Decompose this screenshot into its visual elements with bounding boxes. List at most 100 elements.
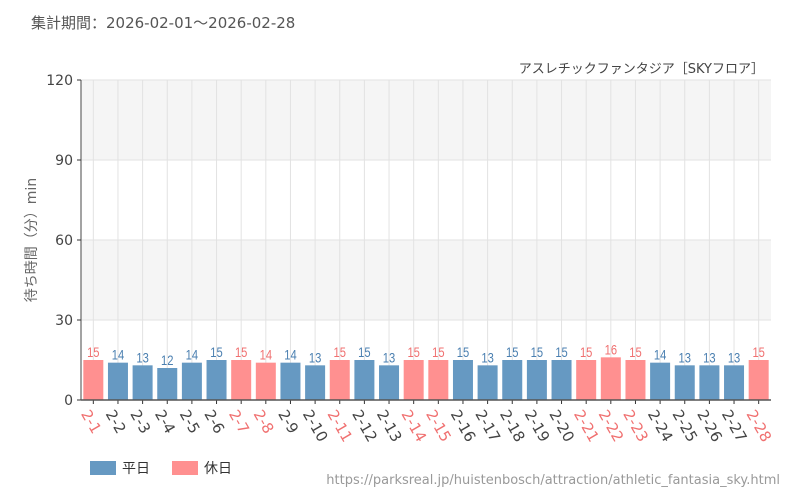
x-tick-label: 2-16 [447, 407, 480, 445]
bar-value-label: 13 [383, 350, 395, 365]
x-tick-label: 2-3 [126, 407, 154, 437]
bar-value-label: 14 [260, 348, 272, 363]
bar-value-label: 13 [728, 350, 740, 365]
bar-value-label: 15 [580, 345, 592, 360]
x-tick-label: 2-6 [200, 407, 228, 437]
bar [107, 362, 128, 400]
period-label: 集計期間：2026-02-01～2026-02-28 [31, 14, 296, 32]
x-tick-label: 2-23 [619, 407, 652, 445]
x-tick-label: 2-25 [669, 407, 702, 445]
bar-value-label: 13 [679, 350, 691, 365]
bar-value-label: 14 [284, 348, 296, 363]
bar [674, 365, 695, 400]
bar [452, 360, 473, 400]
y-tick-label: 0 [64, 393, 73, 409]
x-tick-label: 2-24 [644, 407, 677, 445]
bar [724, 365, 745, 400]
bar [403, 360, 424, 400]
bar [305, 365, 326, 400]
bar-value-label: 15 [334, 345, 346, 360]
x-tick-label: 2-17 [471, 407, 504, 445]
x-tick-label: 2-2 [102, 407, 130, 437]
legend: 平日 休日 [90, 458, 254, 478]
source-url: https://parksreal.jp/huistenbosch/attrac… [326, 473, 780, 488]
bar-value-label: 15 [235, 345, 247, 360]
bar-value-label: 14 [112, 348, 124, 363]
bar-value-label: 15 [752, 345, 764, 360]
x-tick-label: 2-10 [299, 407, 332, 445]
bar-value-label: 13 [136, 350, 148, 365]
y-tick-label: 60 [55, 233, 73, 249]
bar [502, 360, 523, 400]
x-tick-label: 2-8 [250, 407, 278, 437]
bar-value-label: 13 [309, 350, 321, 365]
bar-value-label: 13 [703, 350, 715, 365]
y-axis-title: 待ち時間（分）min [24, 178, 40, 302]
bar-value-label: 15 [629, 345, 641, 360]
bar-value-label: 14 [186, 348, 198, 363]
x-tick-label: 2-7 [225, 407, 253, 437]
grid-band [81, 240, 771, 320]
bar-value-label: 15 [457, 345, 469, 360]
bar-value-label: 15 [531, 345, 543, 360]
x-tick-label: 2-1 [77, 407, 105, 437]
grid-band [81, 160, 771, 240]
legend-item-holiday: 休日 [172, 458, 232, 478]
x-tick-label: 2-9 [274, 407, 302, 437]
bar [526, 360, 547, 400]
bar-value-label: 15 [555, 345, 567, 360]
bar-value-label: 15 [358, 345, 370, 360]
grid-band [81, 80, 771, 160]
bar [600, 357, 621, 400]
bar [280, 362, 301, 400]
y-tick-label: 90 [55, 153, 73, 169]
chart-title: アスレチックファンタジア［SKYフロア］ [518, 62, 764, 77]
bar [428, 360, 449, 400]
bar [551, 360, 572, 400]
bar [625, 360, 646, 400]
bar [329, 360, 350, 400]
bar [231, 360, 252, 400]
x-tick-label: 2-26 [693, 407, 726, 445]
bar [650, 362, 671, 400]
x-tick-label: 2-18 [496, 407, 529, 445]
bar-value-label: 12 [161, 353, 173, 368]
bar-value-label: 14 [654, 348, 666, 363]
legend-weekday-label: 平日 [122, 461, 150, 477]
y-tick-label: 30 [55, 313, 73, 329]
bar-value-label: 15 [506, 345, 518, 360]
x-tick-label: 2-11 [324, 407, 357, 445]
bar-value-label: 15 [407, 345, 419, 360]
x-tick-label: 2-19 [521, 407, 554, 445]
x-tick-label: 2-15 [422, 407, 455, 445]
bar [132, 365, 153, 400]
legend-item-weekday: 平日 [90, 458, 150, 478]
bar [354, 360, 375, 400]
x-tick-label: 2-12 [348, 407, 381, 445]
x-tick-label: 2-13 [373, 407, 406, 445]
x-tick-label: 2-20 [545, 407, 578, 445]
bar [255, 362, 276, 400]
bar [206, 360, 227, 400]
x-tick-label: 2-27 [718, 407, 751, 445]
legend-holiday-label: 休日 [204, 461, 232, 477]
bar-value-label: 15 [87, 345, 99, 360]
bar [157, 368, 178, 400]
bar-value-label: 16 [605, 342, 617, 357]
x-tick-label: 2-4 [151, 407, 179, 437]
bar [181, 362, 202, 400]
x-tick-label: 2-22 [595, 407, 628, 445]
x-tick-label: 2-14 [398, 407, 431, 445]
bar-value-label: 15 [432, 345, 444, 360]
holiday-swatch [172, 461, 198, 475]
bar [379, 365, 400, 400]
bar [576, 360, 597, 400]
x-tick-label: 2-28 [743, 407, 776, 445]
bar [748, 360, 769, 400]
bar [477, 365, 498, 400]
bar-value-label: 13 [481, 350, 493, 365]
y-tick-label: 120 [46, 73, 73, 89]
x-tick-label: 2-21 [570, 407, 603, 445]
weekday-swatch [90, 461, 116, 475]
